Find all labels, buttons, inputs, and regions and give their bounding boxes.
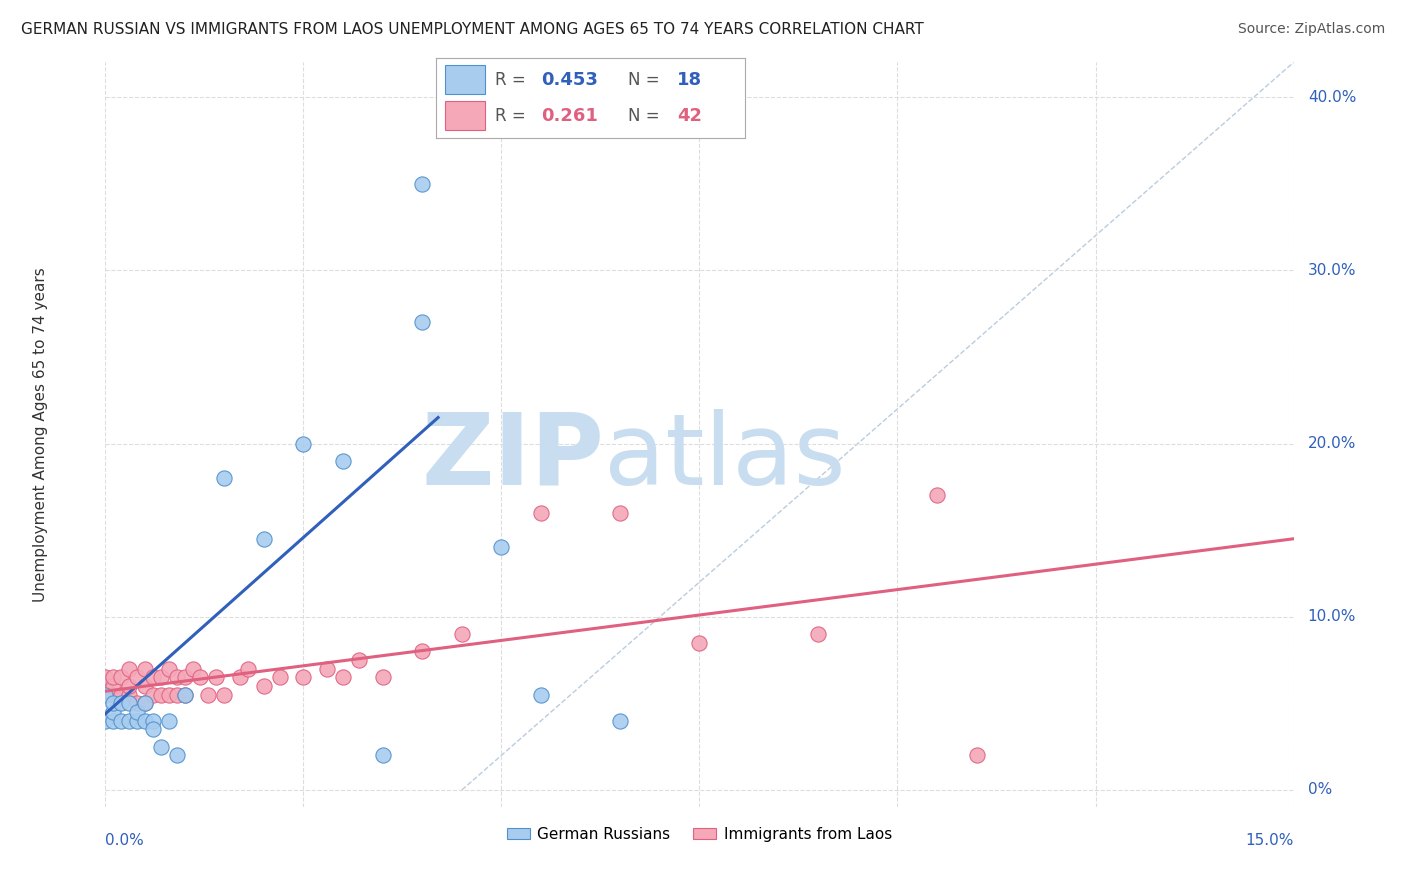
Text: 0%: 0% xyxy=(1308,782,1331,797)
Point xyxy=(142,688,165,702)
Point xyxy=(94,714,117,728)
Point xyxy=(127,670,149,684)
Point xyxy=(94,670,117,684)
Point xyxy=(149,739,172,754)
Point xyxy=(214,688,236,702)
Text: 15.0%: 15.0% xyxy=(1246,833,1294,848)
Point xyxy=(181,662,204,676)
Point xyxy=(371,670,394,684)
Text: N =: N = xyxy=(627,70,659,88)
Text: 42: 42 xyxy=(678,107,702,125)
Point xyxy=(205,670,228,684)
Point xyxy=(292,670,315,684)
Point xyxy=(142,670,165,684)
Point xyxy=(127,705,149,719)
Text: 40.0%: 40.0% xyxy=(1308,89,1357,104)
Text: 10.0%: 10.0% xyxy=(1308,609,1357,624)
Point xyxy=(103,705,125,719)
Point xyxy=(269,670,291,684)
Point xyxy=(190,670,212,684)
Point xyxy=(103,688,125,702)
Point xyxy=(94,688,117,702)
Point xyxy=(411,177,433,191)
Point xyxy=(253,532,276,546)
Point xyxy=(966,748,988,763)
Text: Source: ZipAtlas.com: Source: ZipAtlas.com xyxy=(1237,22,1385,37)
Point xyxy=(134,714,156,728)
Point xyxy=(166,670,188,684)
Point xyxy=(134,696,156,710)
Point xyxy=(134,679,156,693)
Point xyxy=(166,688,188,702)
Point xyxy=(347,653,370,667)
Text: 20.0%: 20.0% xyxy=(1308,436,1357,451)
Point xyxy=(157,688,180,702)
Point xyxy=(292,436,315,450)
Point xyxy=(103,714,125,728)
Text: 0.453: 0.453 xyxy=(541,70,598,88)
Text: R =: R = xyxy=(495,107,526,125)
Point xyxy=(94,679,117,693)
Point xyxy=(609,714,631,728)
Text: GERMAN RUSSIAN VS IMMIGRANTS FROM LAOS UNEMPLOYMENT AMONG AGES 65 TO 74 YEARS CO: GERMAN RUSSIAN VS IMMIGRANTS FROM LAOS U… xyxy=(21,22,924,37)
Point xyxy=(925,488,948,502)
Point xyxy=(332,454,354,468)
Point xyxy=(149,670,172,684)
Point xyxy=(110,688,132,702)
Point xyxy=(530,506,553,520)
Point xyxy=(110,714,132,728)
Point xyxy=(214,471,236,485)
Point xyxy=(110,670,132,684)
Point xyxy=(103,679,125,693)
Point xyxy=(450,627,472,641)
Point xyxy=(142,714,165,728)
Point xyxy=(157,662,180,676)
Point xyxy=(118,696,141,710)
Point xyxy=(316,662,339,676)
Point xyxy=(197,688,219,702)
Point xyxy=(491,541,513,555)
Point xyxy=(689,636,711,650)
Text: ZIP: ZIP xyxy=(422,409,605,506)
Text: atlas: atlas xyxy=(605,409,846,506)
Point xyxy=(166,748,188,763)
Point xyxy=(118,679,141,693)
Point xyxy=(118,714,141,728)
Text: 30.0%: 30.0% xyxy=(1308,263,1357,277)
Point xyxy=(253,679,276,693)
Bar xyxy=(446,102,485,130)
Text: 0.0%: 0.0% xyxy=(105,833,145,848)
Point xyxy=(110,696,132,710)
Point xyxy=(371,748,394,763)
Point xyxy=(134,696,156,710)
Point xyxy=(149,688,172,702)
Bar xyxy=(446,65,485,95)
Point xyxy=(807,627,830,641)
Text: Unemployment Among Ages 65 to 74 years: Unemployment Among Ages 65 to 74 years xyxy=(32,268,48,602)
Point xyxy=(173,688,195,702)
Point xyxy=(103,696,125,710)
Point xyxy=(530,688,553,702)
Text: N =: N = xyxy=(627,107,659,125)
Point xyxy=(142,723,165,737)
Point xyxy=(411,644,433,658)
Point xyxy=(157,714,180,728)
Legend: German Russians, Immigrants from Laos: German Russians, Immigrants from Laos xyxy=(501,821,898,848)
Point xyxy=(118,688,141,702)
Point xyxy=(236,662,259,676)
Point xyxy=(609,506,631,520)
Text: 0.261: 0.261 xyxy=(541,107,598,125)
Point xyxy=(103,670,125,684)
Point xyxy=(229,670,252,684)
Point xyxy=(173,688,195,702)
Point xyxy=(134,662,156,676)
Point xyxy=(411,315,433,329)
Point xyxy=(332,670,354,684)
Point xyxy=(127,696,149,710)
Point xyxy=(173,670,195,684)
Point xyxy=(127,714,149,728)
Text: 18: 18 xyxy=(678,70,702,88)
Point xyxy=(118,662,141,676)
Text: R =: R = xyxy=(495,70,526,88)
